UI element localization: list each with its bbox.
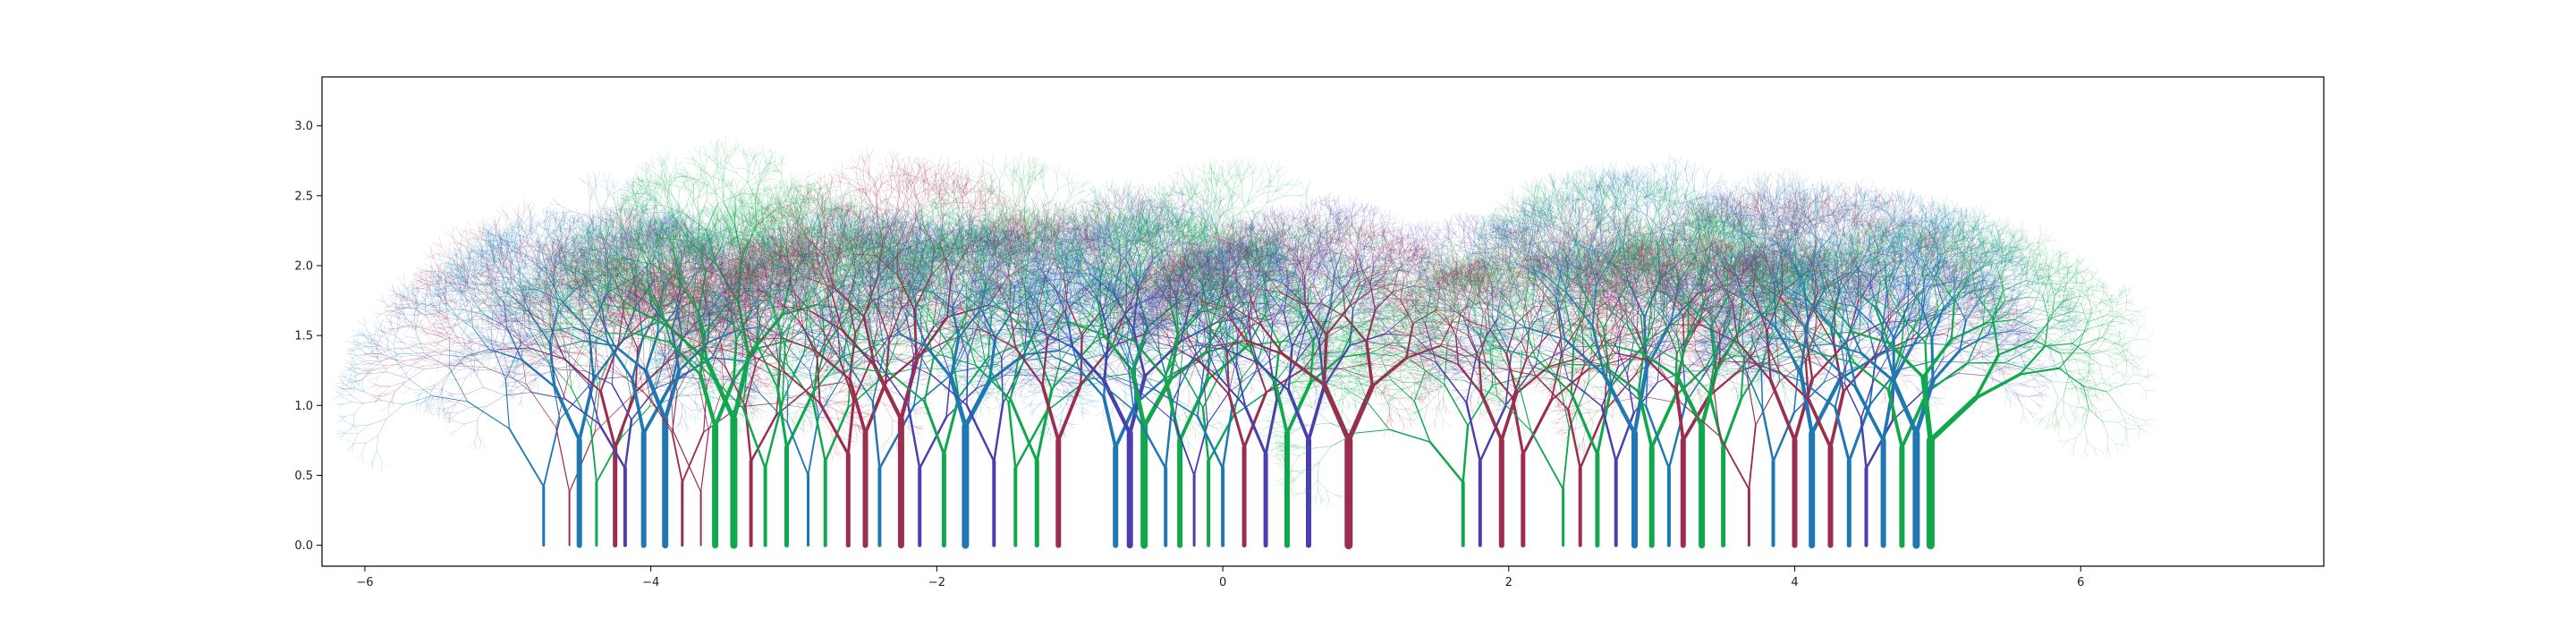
y-tick-label: 3.0 xyxy=(294,120,313,133)
x-tick-label: −6 xyxy=(356,576,373,589)
x-tick-label: 0 xyxy=(1219,576,1226,589)
y-tick-label: 2.5 xyxy=(294,190,313,203)
x-tick-label: 2 xyxy=(1505,576,1513,589)
y-tick-label: 0.5 xyxy=(294,470,313,483)
x-tick-label: −2 xyxy=(928,576,945,589)
tree-66 xyxy=(1757,202,2157,550)
tree-40 xyxy=(1129,194,1479,548)
tree-65 xyxy=(1743,207,2082,549)
tree-19 xyxy=(685,201,1038,548)
y-tick-label: 1.5 xyxy=(294,330,313,343)
x-tick-label: 6 xyxy=(2077,576,2084,589)
y-tick-label: 0.0 xyxy=(294,539,313,553)
y-axis: 0.0 0.5 1.0 1.5 2.0 2.5 3.0 xyxy=(294,120,322,553)
x-tick-label: −4 xyxy=(642,576,659,589)
plot-area xyxy=(333,135,2157,550)
tree-37 xyxy=(1096,218,1446,548)
x-axis: −6 −4 −2 0 2 4 6 xyxy=(356,566,2084,589)
axes-frame xyxy=(321,76,2325,567)
y-tick-label: 2.0 xyxy=(294,259,313,273)
y-tick-label: 1.0 xyxy=(294,400,313,413)
x-tick-label: 4 xyxy=(1791,576,1798,589)
tree-25 xyxy=(792,208,1151,547)
trees-layer xyxy=(333,135,2157,550)
